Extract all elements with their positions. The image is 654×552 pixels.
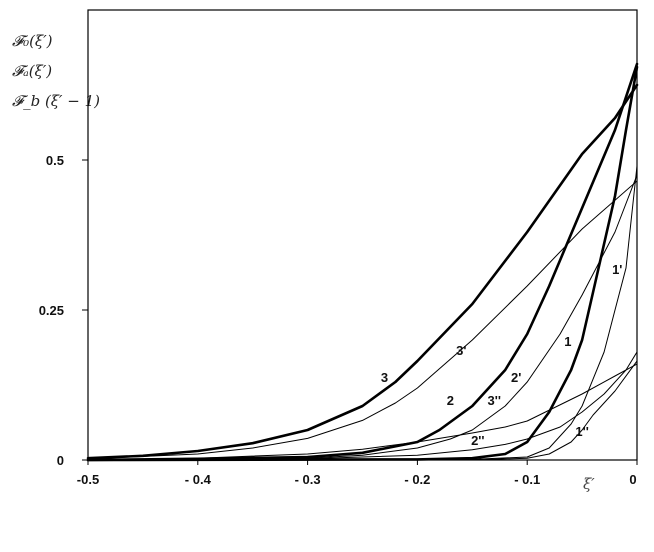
y-tick-label: 0 xyxy=(57,453,64,468)
y-axis-title-line-1: 𝓕₀(ξ′) xyxy=(12,32,53,50)
y-axis-title: 𝓕₀(ξ′) 𝓕ₐ(ξ′) 𝓕_b (ξ′ − 1) xyxy=(12,32,100,110)
x-tick-label: - 0.3 xyxy=(295,472,321,487)
curve-label: 3 xyxy=(381,370,388,385)
curve-label: 1 xyxy=(564,334,571,349)
curve-label: 1' xyxy=(612,262,622,277)
series-lines xyxy=(86,62,639,462)
y-tick-label: 0.25 xyxy=(39,303,64,318)
y-axis-title-line-3: 𝓕_b (ξ′ − 1) xyxy=(12,92,100,110)
curve-label: 2' xyxy=(511,370,521,385)
series-line-3pp xyxy=(87,363,638,461)
series-line-3 xyxy=(86,83,639,460)
x-tick-label: - 0.1 xyxy=(514,472,540,487)
x-tick-label: -0.5 xyxy=(77,472,99,487)
series-line-2 xyxy=(86,62,639,462)
x-tick-label: 0 xyxy=(629,472,636,487)
x-axis-label: ξ′ xyxy=(583,475,595,493)
series-line-2p xyxy=(87,174,638,461)
series-line-1p xyxy=(87,165,638,461)
curve-labels: 3 2 1 3' 2' 1' 3'' 2'' 1'' xyxy=(381,262,623,448)
x-tick-label: - 0.2 xyxy=(404,472,430,487)
x-tick-label: - 0.4 xyxy=(185,472,212,487)
plot-frame xyxy=(87,9,638,461)
series-line-2pp xyxy=(87,351,638,461)
y-axis-title-line-2: 𝓕ₐ(ξ′) xyxy=(12,62,52,80)
series-line-1pp xyxy=(87,360,638,461)
curve-label: 3' xyxy=(456,343,466,358)
curve-label: 2 xyxy=(447,393,454,408)
curve-label: 3'' xyxy=(488,393,501,408)
series-line-1 xyxy=(86,65,639,462)
curve-label: 2'' xyxy=(471,433,484,448)
y-tick-label: 0.5 xyxy=(46,153,64,168)
series-line-3p xyxy=(87,180,638,460)
curve-label: 1'' xyxy=(575,424,588,439)
axes xyxy=(82,9,638,465)
tick-labels: -0.5 - 0.4 - 0.3 - 0.2 - 0.1 0 0 0.25 0.5 xyxy=(39,153,637,487)
